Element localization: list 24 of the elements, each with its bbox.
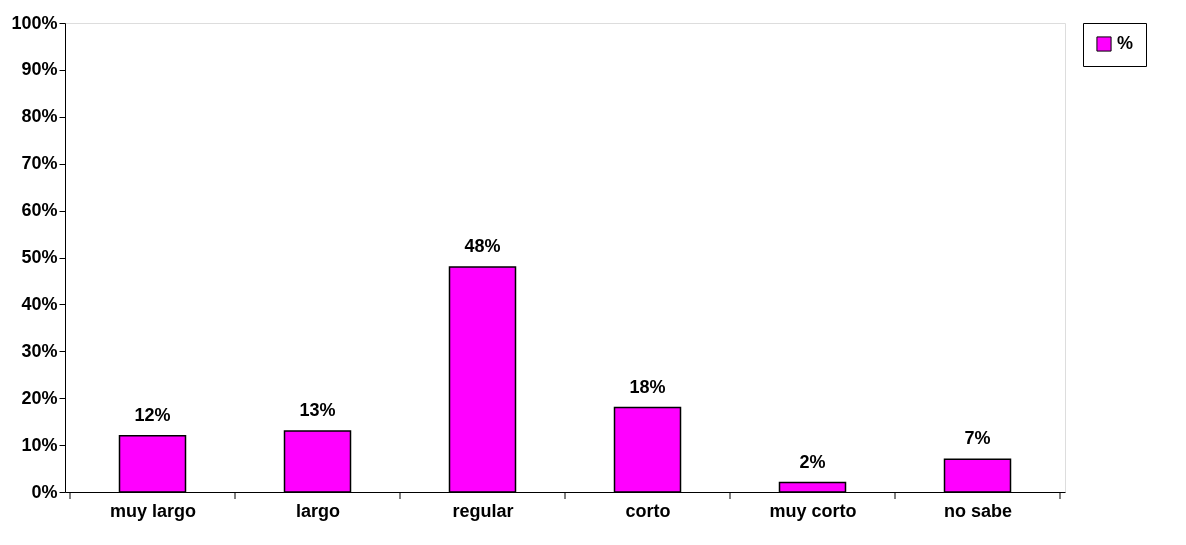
x-tick-label: corto: [625, 500, 671, 521]
y-tick-label: 80%: [21, 106, 58, 127]
y-tick-label: 40%: [21, 293, 58, 314]
data-label: 2%: [799, 451, 826, 472]
y-tick-label: 100%: [11, 12, 58, 33]
y-tick-label: 20%: [21, 387, 58, 408]
x-tick-label: muy corto: [769, 500, 857, 521]
x-tick-label: regular: [452, 500, 514, 521]
y-tick-label: 70%: [21, 153, 58, 174]
data-label: 7%: [964, 428, 991, 449]
y-tick-label: 0%: [31, 481, 58, 502]
y-tick-label: 10%: [21, 434, 58, 455]
y-tick-label: 90%: [21, 59, 58, 80]
data-label: 12%: [134, 404, 171, 425]
data-label: 48%: [464, 235, 501, 256]
data-label: 18%: [629, 376, 666, 397]
y-tick-label: 30%: [21, 340, 58, 361]
legend-label: %: [1117, 33, 1134, 53]
y-tick-label: 50%: [21, 247, 58, 267]
x-tick-label: largo: [295, 500, 341, 521]
x-tick-label: muy largo: [109, 500, 197, 521]
data-label: 13%: [299, 400, 336, 421]
x-tick-label: no sabe: [943, 500, 1013, 521]
y-tick-label: 60%: [21, 200, 58, 221]
